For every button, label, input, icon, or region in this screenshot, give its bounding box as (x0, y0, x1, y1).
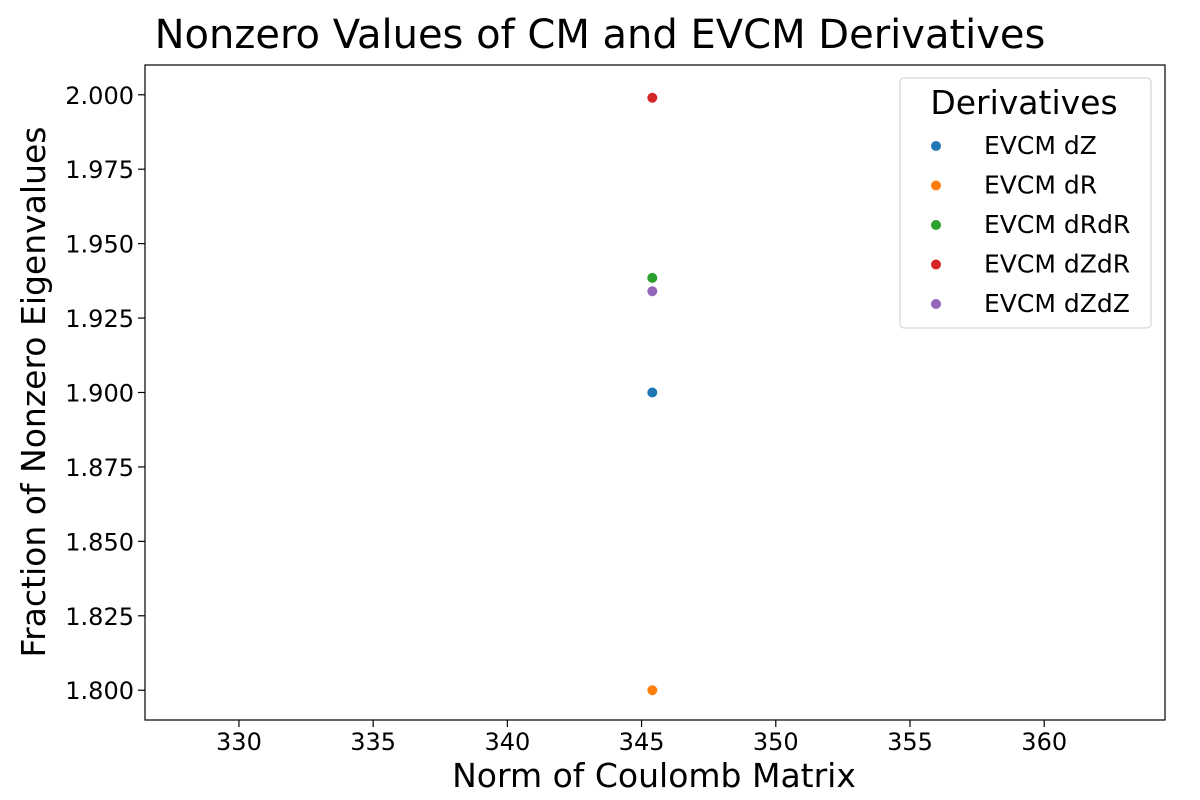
data-points (647, 92, 658, 696)
y-tick-label: 1.900 (65, 380, 134, 408)
x-axis-label: Norm of Coulomb Matrix (452, 756, 856, 795)
legend-box (899, 77, 1152, 329)
x-tick-label: 355 (887, 728, 933, 756)
data-point (647, 272, 658, 283)
legend-entry: EVCM dRdR (984, 210, 1130, 239)
y-tick-label: 1.875 (65, 454, 134, 482)
x-tick-label: 345 (619, 728, 665, 756)
y-tick-label: 1.950 (65, 231, 134, 259)
legend-marker (931, 180, 941, 191)
x-tick-label: 350 (753, 728, 799, 756)
legend-entry: EVCM dZdR (984, 250, 1130, 279)
y-tick-label: 1.800 (65, 677, 134, 705)
legend-marker (931, 220, 941, 230)
y-axis: 1.800 1.825 1.850 1.875 1.900 1.925 1.950 1.975… (65, 82, 145, 705)
data-point (647, 685, 658, 696)
x-tick-label: 340 (484, 728, 530, 756)
y-tick-label: 2.000 (65, 82, 134, 110)
data-point (647, 387, 658, 398)
x-tick-label: 335 (350, 728, 396, 756)
y-axis-label: Fraction of Nonzero Eigenvalues (14, 127, 53, 658)
legend-marker (931, 141, 941, 151)
y-tick-label: 1.925 (65, 305, 134, 333)
data-point (647, 286, 658, 297)
chart-title: Nonzero Values of CM and EVCM Derivative… (155, 12, 1046, 58)
y-tick-label: 1.850 (65, 528, 134, 556)
data-point (647, 92, 658, 103)
legend-entry: EVCM dZdZ (984, 289, 1130, 318)
legend-entry: EVCM dR (984, 171, 1097, 200)
legend: Derivatives EVCM dZ EVCM dR EVCM dRdR EVCM … (899, 77, 1152, 329)
legend-entry: EVCM dZ (984, 131, 1097, 160)
x-axis: 330 335 340 345 350 355 360 (216, 720, 1067, 756)
y-tick-label: 1.825 (65, 603, 134, 631)
y-tick-label: 1.975 (65, 156, 134, 184)
legend-marker (931, 259, 941, 270)
x-tick-label: 360 (1021, 728, 1067, 756)
legend-marker (931, 299, 941, 309)
x-tick-label: 330 (216, 728, 262, 756)
legend-title: Derivatives (930, 83, 1117, 122)
